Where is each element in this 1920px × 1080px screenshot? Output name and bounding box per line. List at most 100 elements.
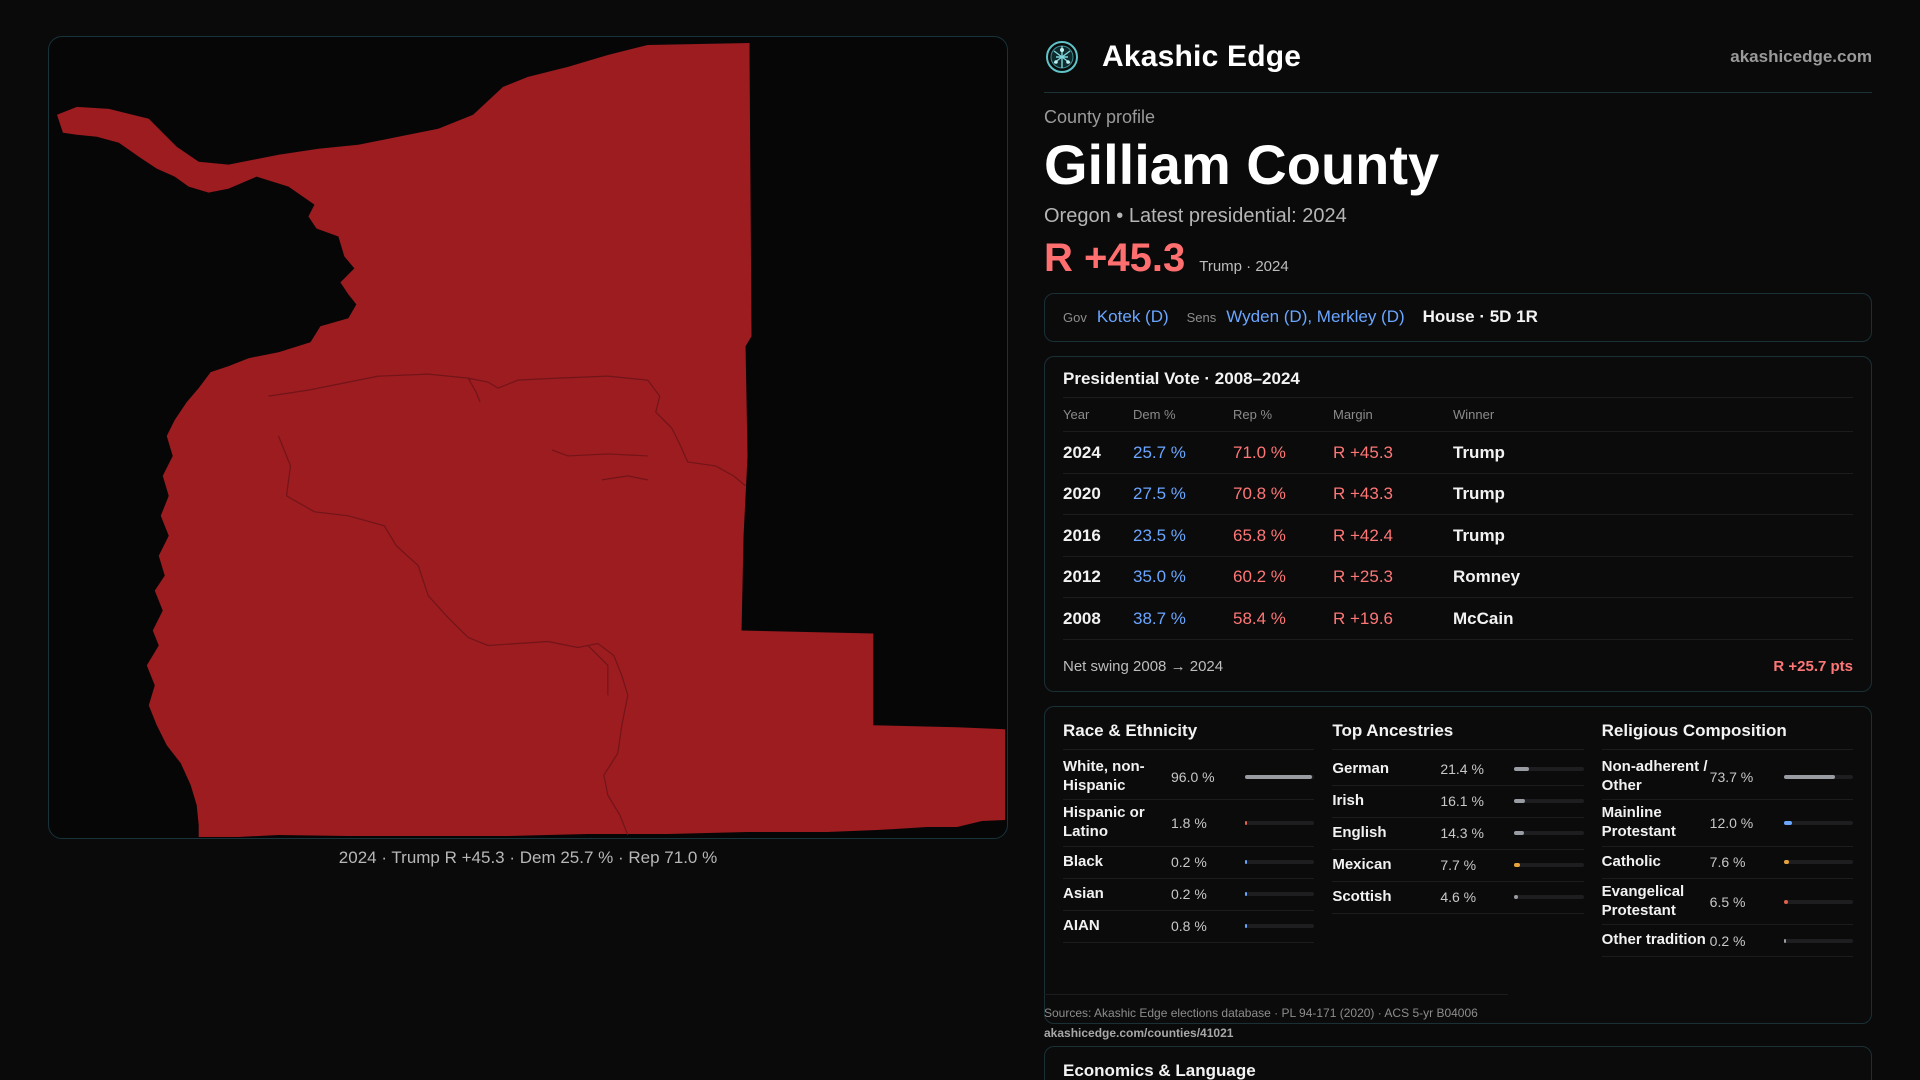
stat-row[interactable]: Catholic 7.6 % xyxy=(1601,847,1853,879)
stat-label: German xyxy=(1332,759,1390,777)
sources-url[interactable]: akashicedge.com/counties/41021 xyxy=(1044,1026,1234,1040)
governor-link[interactable]: Kotek (D) xyxy=(1096,307,1169,327)
row-dem: 35.0 % xyxy=(1133,556,1233,599)
economics-card: Economics & Language xyxy=(1044,1046,1872,1080)
stat-row[interactable]: Mexican 7.7 % xyxy=(1332,850,1584,882)
stat-row[interactable]: Mainline Protestant 12.0 % xyxy=(1601,800,1853,847)
row-winner: Romney xyxy=(1453,556,1853,599)
margin-value: R +45.3 xyxy=(1044,235,1186,280)
stat-value: 0.2 % xyxy=(1171,886,1207,903)
row-dem: 38.7 % xyxy=(1133,597,1233,640)
stat-bar-fill xyxy=(1783,938,1786,943)
col-dem: Dem % xyxy=(1133,397,1233,433)
stat-row[interactable]: Asian 0.2 % xyxy=(1063,879,1315,911)
stat-label: Black xyxy=(1063,852,1104,870)
table-row[interactable]: 2012 35.0 % 60.2 % R +25.3 Romney xyxy=(1063,556,1853,599)
site-domain[interactable]: akashicedge.com xyxy=(1730,47,1872,66)
stat-bar-fill xyxy=(1245,924,1248,929)
stat-bar xyxy=(1514,799,1584,804)
row-margin: R +45.3 xyxy=(1333,431,1453,474)
stat-label: Mexican xyxy=(1332,855,1392,873)
row-year: 2020 xyxy=(1063,473,1133,516)
stat-label: English xyxy=(1332,823,1387,841)
race-ethnicity-title: Race & Ethnicity xyxy=(1063,721,1315,750)
top-ancestries-title: Top Ancestries xyxy=(1332,721,1584,750)
stat-row[interactable]: Other tradition 0.2 % xyxy=(1601,925,1853,958)
col-margin: Margin xyxy=(1333,397,1453,433)
network-globe-icon[interactable] xyxy=(1044,39,1080,75)
col-year: Year xyxy=(1063,397,1133,433)
table-row[interactable]: 2016 23.5 % 65.8 % R +42.4 Trump xyxy=(1063,514,1853,557)
stat-bar-fill xyxy=(1245,892,1248,897)
stat-value: 4.6 % xyxy=(1440,889,1477,906)
latest-margin: R +45.3 Trump · 2024 xyxy=(1044,236,1872,281)
stat-bar xyxy=(1783,774,1853,779)
stat-value: 1.8 % xyxy=(1171,815,1207,832)
stat-label: Other tradition xyxy=(1601,931,1706,949)
stat-label: Evangelical Protestant xyxy=(1601,882,1685,919)
stat-bar xyxy=(1783,899,1853,904)
net-swing-value: R +25.7 pts xyxy=(1773,657,1853,675)
row-winner: Trump xyxy=(1453,431,1853,474)
stat-value: 6.5 % xyxy=(1709,893,1746,910)
row-margin: R +25.3 xyxy=(1333,556,1453,599)
row-dem: 23.5 % xyxy=(1133,514,1233,557)
stat-bar xyxy=(1245,924,1315,929)
stat-bar xyxy=(1783,938,1853,943)
stat-row[interactable]: Black 0.2 % xyxy=(1063,847,1315,879)
table-row[interactable]: 2008 38.7 % 58.4 % R +19.6 McCain xyxy=(1063,597,1853,640)
row-year: 2012 xyxy=(1063,556,1133,599)
margin-note: Trump · 2024 xyxy=(1199,257,1289,275)
table-header-row: Year Dem % Rep % Margin Winner xyxy=(1063,397,1853,433)
officials-bar: Gov Kotek (D) Sens Wyden (D), Merkley (D… xyxy=(1044,292,1872,342)
stat-label: Non-adherent / Other xyxy=(1601,757,1708,794)
stat-bar xyxy=(1245,821,1315,826)
stat-value: 14.3 % xyxy=(1440,825,1484,842)
row-dem: 25.7 % xyxy=(1133,431,1233,474)
stat-row[interactable]: AIAN 0.8 % xyxy=(1063,911,1315,943)
stat-value: 21.4 % xyxy=(1440,761,1484,778)
stat-row[interactable]: White, non-Hispanic 96.0 % xyxy=(1063,754,1315,801)
stat-row[interactable]: German 21.4 % xyxy=(1332,754,1584,786)
senators-link[interactable]: Wyden (D), Merkley (D) xyxy=(1226,307,1405,327)
county-profile-panel: Akashic Edge akashicedge.com County prof… xyxy=(1044,34,1872,1024)
stat-bar-fill xyxy=(1514,831,1525,836)
stat-row[interactable]: Non-adherent / Other 73.7 % xyxy=(1601,754,1853,801)
stat-bar xyxy=(1514,895,1584,900)
row-rep: 71.0 % xyxy=(1233,431,1333,474)
stat-bar xyxy=(1245,860,1315,865)
stat-row[interactable]: Hispanic or Latino 1.8 % xyxy=(1063,800,1315,847)
col-rep: Rep % xyxy=(1233,397,1333,433)
row-margin: R +19.6 xyxy=(1333,597,1453,640)
stat-value: 0.2 % xyxy=(1171,854,1207,871)
stat-bar-fill xyxy=(1514,799,1526,804)
county-shape[interactable] xyxy=(56,42,1006,838)
stat-bar xyxy=(1514,863,1584,868)
brand-name[interactable]: Akashic Edge xyxy=(1102,40,1302,73)
row-dem: 27.5 % xyxy=(1133,473,1233,516)
table-row[interactable]: 2024 25.7 % 71.0 % R +45.3 Trump xyxy=(1063,431,1853,474)
row-margin: R +43.3 xyxy=(1333,473,1453,516)
sources-footnote: Sources: Akashic Edge elections database… xyxy=(1044,1006,1478,1040)
stat-row[interactable]: Irish 16.1 % xyxy=(1332,786,1584,818)
table-row[interactable]: 2020 27.5 % 70.8 % R +43.3 Trump xyxy=(1063,473,1853,516)
stat-value: 0.2 % xyxy=(1709,932,1746,949)
stat-bar-fill xyxy=(1783,821,1792,826)
top-ancestries-column: Top Ancestries German 21.4 % Irish 16.1 % En… xyxy=(1332,721,1584,958)
stat-label: Asian xyxy=(1063,884,1104,902)
stat-bar-fill xyxy=(1783,899,1789,904)
stat-value: 16.1 % xyxy=(1440,793,1484,810)
stat-row[interactable]: English 14.3 % xyxy=(1332,818,1584,850)
page-eyebrow: County profile xyxy=(1044,107,1156,127)
stat-label: White, non-Hispanic xyxy=(1063,757,1145,794)
religious-composition-title: Religious Composition xyxy=(1601,721,1853,750)
stat-value: 96.0 % xyxy=(1171,768,1215,785)
county-map[interactable] xyxy=(48,36,1008,839)
stat-row[interactable]: Scottish 4.6 % xyxy=(1332,882,1584,914)
app-header: Akashic Edge akashicedge.com xyxy=(1044,34,1872,80)
stat-bar xyxy=(1783,821,1853,826)
stat-row[interactable]: Evangelical Protestant 6.5 % xyxy=(1601,879,1853,926)
map-caption: 2024 · Trump R +45.3 · Dem 25.7 % · Rep … xyxy=(338,848,718,867)
sens-key: Sens xyxy=(1186,309,1217,325)
stat-label: Mainline Protestant xyxy=(1601,804,1676,841)
